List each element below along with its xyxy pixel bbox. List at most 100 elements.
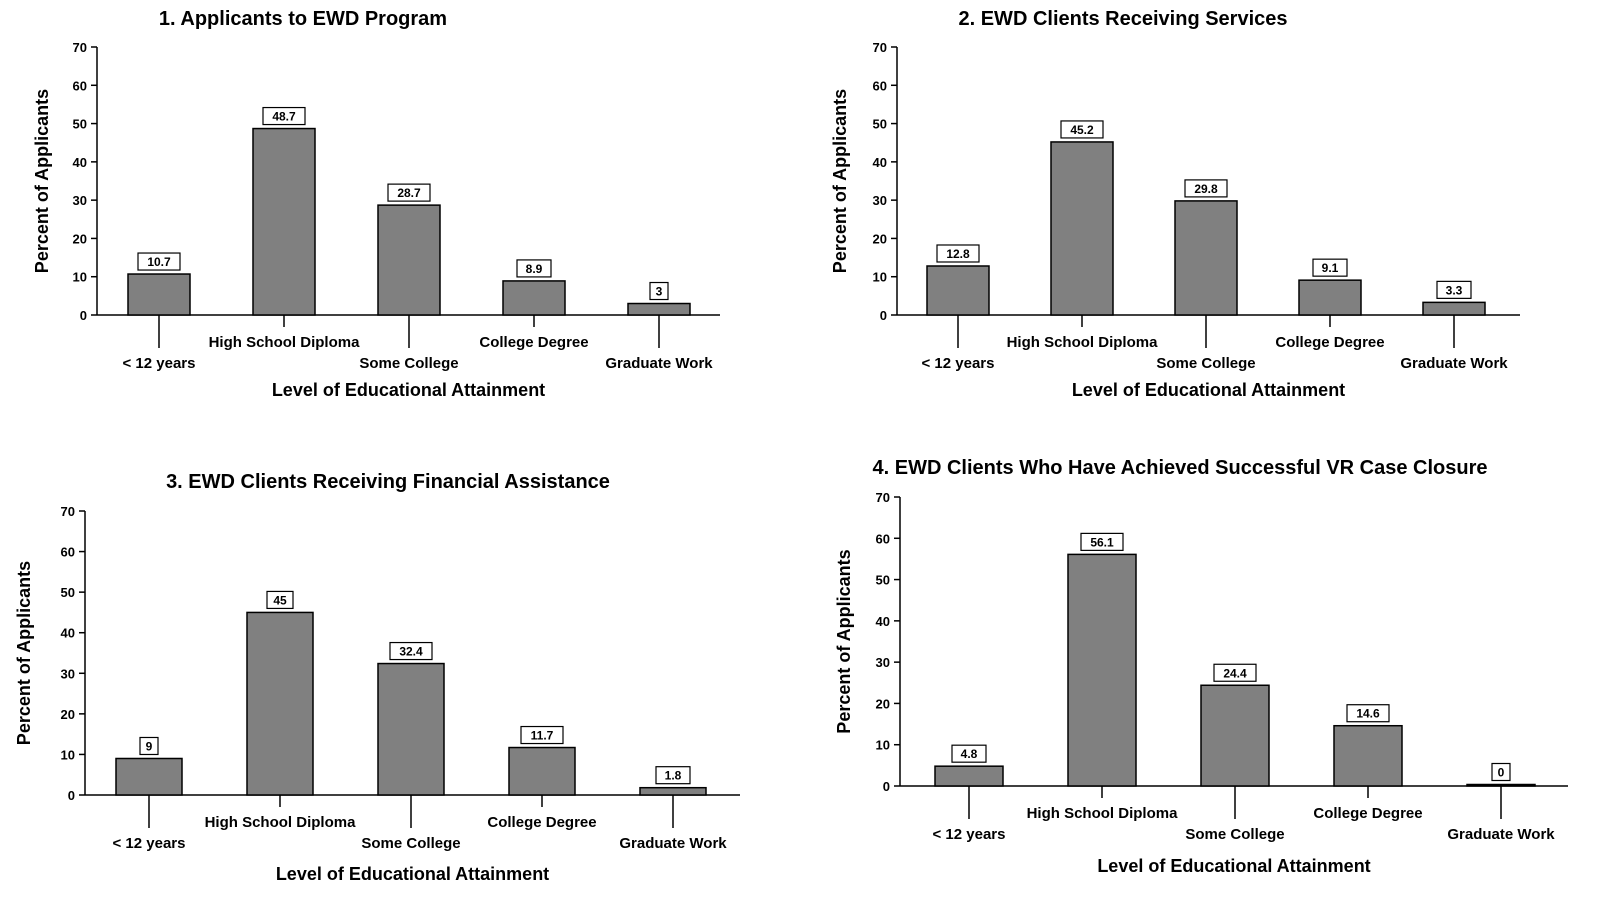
data-label-box xyxy=(1184,179,1228,198)
y-tick-label: 70 xyxy=(873,40,887,55)
y-tick-label: 0 xyxy=(883,779,890,794)
chart-panel-1: 1. Applicants to EWD Program 0 10 20 30 40 50 6… xyxy=(32,8,720,400)
x-category-label: Some College xyxy=(1185,826,1284,843)
y-axis-label: Percent of Applicants xyxy=(32,89,52,273)
y-axis-label: Percent of Applicants xyxy=(834,549,854,733)
bar xyxy=(502,280,566,316)
y-tick-label: 10 xyxy=(873,270,887,285)
chart-panel-2: 2. EWD Clients Receiving Services 0 10 20 30… xyxy=(830,8,1520,400)
x-category-label: College Degree xyxy=(1275,334,1384,351)
bar xyxy=(934,765,1004,787)
data-label-box xyxy=(1080,532,1124,551)
y-tick-label: 70 xyxy=(61,504,75,519)
data-label-box xyxy=(649,281,669,301)
x-axis-label: Level of Educational Attainment xyxy=(1097,856,1370,876)
x-category-label: Graduate Work xyxy=(1400,355,1508,372)
data-label: 12.8 xyxy=(946,247,970,261)
bar xyxy=(1466,783,1536,787)
bar xyxy=(115,757,183,796)
bar xyxy=(1422,301,1486,316)
x-category-label: < 12 years xyxy=(922,355,995,372)
y-tick-label: 60 xyxy=(873,78,887,93)
y-tick-label: 30 xyxy=(873,193,887,208)
bar xyxy=(377,204,441,316)
y-axis-label: Percent of Applicants xyxy=(14,561,34,745)
x-category-label: Some College xyxy=(359,355,458,372)
bar xyxy=(1067,553,1137,787)
y-tick-label: 50 xyxy=(61,585,75,600)
chart-panel-4: 4. EWD Clients Who Have Achieved Success… xyxy=(834,457,1568,876)
bar xyxy=(246,611,314,796)
data-label-box xyxy=(936,244,980,263)
x-category-label: High School Diploma xyxy=(205,814,356,831)
y-tick-label: 50 xyxy=(876,573,890,588)
x-category-label: < 12 years xyxy=(933,826,1006,843)
bar xyxy=(1200,684,1270,787)
y-tick-label: 20 xyxy=(873,231,887,246)
data-label: 9 xyxy=(146,739,153,753)
data-label-box xyxy=(1312,258,1348,277)
x-category-label: Graduate Work xyxy=(1447,826,1555,843)
x-category-label: < 12 years xyxy=(123,355,196,372)
bar xyxy=(1333,724,1403,787)
y-tick-label: 10 xyxy=(876,738,890,753)
y-tick-label: 0 xyxy=(80,308,87,323)
data-label: 48.7 xyxy=(272,110,296,124)
bar xyxy=(252,127,316,316)
data-label: 11.7 xyxy=(531,729,554,743)
y-tick-label: 20 xyxy=(876,696,890,711)
bar xyxy=(926,265,990,316)
data-label-box xyxy=(1436,280,1472,299)
data-label: 32.4 xyxy=(399,645,423,659)
data-label: 4.8 xyxy=(961,747,978,761)
y-tick-label: 50 xyxy=(873,117,887,132)
data-label: 24.4 xyxy=(1223,666,1247,680)
data-label: 3.3 xyxy=(1446,283,1463,297)
y-tick-label: 40 xyxy=(61,626,75,641)
x-category-label: College Degree xyxy=(479,334,588,351)
y-tick-label: 40 xyxy=(73,155,87,170)
x-axis-label: Level of Educational Attainment xyxy=(1072,380,1345,400)
bar xyxy=(1050,141,1114,316)
x-category-label: Graduate Work xyxy=(619,835,727,852)
data-label: 1.8 xyxy=(665,769,682,783)
data-label: 3 xyxy=(656,285,663,299)
data-label: 56.1 xyxy=(1090,535,1114,549)
y-tick-label: 50 xyxy=(73,117,87,132)
x-category-label: High School Diploma xyxy=(209,334,360,351)
y-tick-label: 0 xyxy=(880,308,887,323)
data-label: 14.6 xyxy=(1356,707,1380,721)
chart-title: 2. EWD Clients Receiving Services xyxy=(958,8,1287,30)
bar xyxy=(127,273,191,316)
x-category-label: High School Diploma xyxy=(1027,805,1178,822)
x-category-label: High School Diploma xyxy=(1007,334,1158,351)
chart-title: 4. EWD Clients Who Have Achieved Success… xyxy=(873,457,1488,479)
y-tick-label: 70 xyxy=(876,490,890,505)
data-label: 8.9 xyxy=(526,262,543,276)
data-label-box xyxy=(389,641,433,661)
data-label-box xyxy=(516,259,552,278)
chart-title: 1. Applicants to EWD Program xyxy=(159,8,447,30)
x-axis-label: Level of Educational Attainment xyxy=(272,380,545,400)
bar xyxy=(627,302,691,316)
x-category-label: < 12 years xyxy=(113,835,186,852)
data-label: 45.2 xyxy=(1070,123,1094,137)
bar xyxy=(377,662,445,796)
x-axis-label: Level of Educational Attainment xyxy=(276,864,549,884)
y-tick-label: 40 xyxy=(873,155,887,170)
data-label-box xyxy=(1491,762,1511,782)
y-tick-label: 30 xyxy=(73,193,87,208)
data-label-box xyxy=(139,736,159,756)
x-category-label: Some College xyxy=(361,835,460,852)
bar xyxy=(1174,200,1238,316)
data-label: 10.7 xyxy=(147,255,171,269)
x-category-label: College Degree xyxy=(487,814,596,831)
data-label-box xyxy=(137,252,181,271)
bar xyxy=(1298,279,1362,316)
chart-title: 3. EWD Clients Receiving Financial Assis… xyxy=(166,471,610,493)
y-tick-label: 20 xyxy=(73,231,87,246)
y-tick-label: 10 xyxy=(73,270,87,285)
y-tick-label: 0 xyxy=(68,788,75,803)
y-tick-label: 60 xyxy=(73,78,87,93)
